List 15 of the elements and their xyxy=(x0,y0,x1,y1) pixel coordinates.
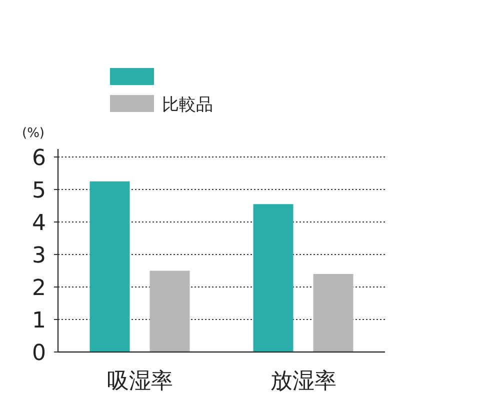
y-tick-label: 3 xyxy=(32,244,46,268)
y-tick-label: 1 xyxy=(32,308,46,334)
y-tick-label: 6 xyxy=(32,146,46,171)
bar xyxy=(90,181,130,352)
legend-label: 比較品 xyxy=(162,95,213,115)
bar xyxy=(150,270,190,352)
x-tick-label: 放湿率 xyxy=(270,369,336,394)
y-tick-label: 5 xyxy=(32,178,46,204)
x-tick-label: 吸湿率 xyxy=(106,369,173,394)
y-tick-label: 2 xyxy=(32,276,46,301)
y-axis-title: (%) xyxy=(22,126,44,141)
y-tick-label: 0 xyxy=(32,341,46,366)
bar xyxy=(253,204,294,352)
y-tick-label: 4 xyxy=(32,211,46,236)
bar xyxy=(313,274,354,352)
